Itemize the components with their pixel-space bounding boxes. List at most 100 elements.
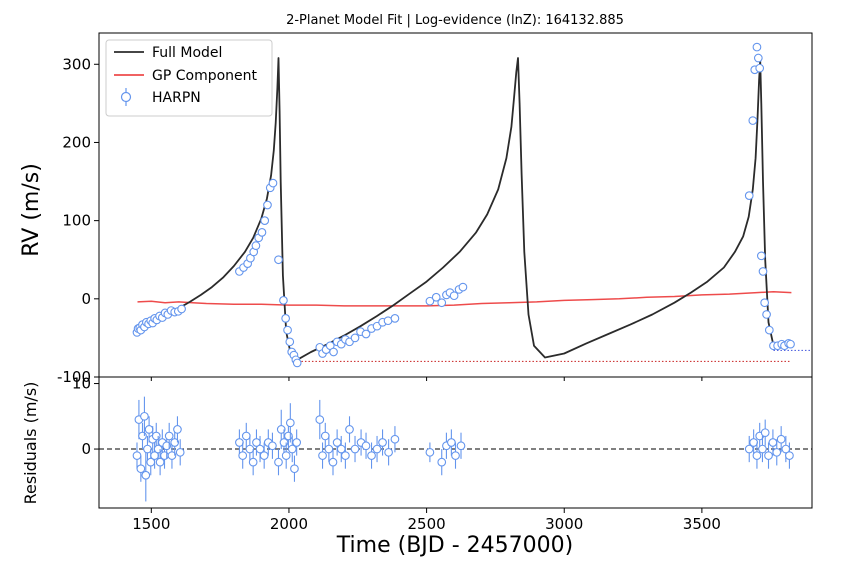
rv-y-tick-label: 200 — [62, 133, 91, 151]
residual-data-point — [372, 444, 382, 454]
residual-data-point — [241, 431, 251, 441]
residual-data-point — [350, 444, 360, 454]
x-tick-label: 3000 — [545, 515, 583, 533]
residual-data-point — [456, 441, 466, 451]
x-tick-label: 1500 — [132, 515, 170, 533]
harpn-data-point — [425, 296, 435, 306]
harpn-data-point — [449, 291, 459, 301]
residual-data-point — [318, 451, 327, 460]
harpn-data-point — [329, 347, 338, 357]
residual-data-point — [447, 438, 456, 447]
harpn-data-point — [458, 282, 468, 292]
residual-data-point — [136, 464, 146, 474]
residual-data-point — [744, 444, 754, 454]
x-tick-label: 3500 — [683, 515, 721, 533]
rv-y-axis-label: RV (m/s) — [19, 163, 44, 257]
harpn-data-point — [431, 292, 441, 302]
residuals-panel: 0 10 Residuals (m/s) — [21, 375, 813, 509]
rv-y-tick-label: 100 — [62, 212, 91, 230]
harpn-data-point — [756, 251, 766, 261]
residual-data-point — [341, 451, 350, 460]
residual-data-point — [758, 444, 767, 454]
harpn-data-point — [350, 333, 360, 343]
residual-data-point — [175, 447, 185, 457]
residual-data-point — [776, 434, 786, 444]
residual-data-point — [144, 425, 154, 434]
legend-full-model-label: Full Model — [152, 45, 222, 61]
legend-harpn-label: HARPN — [152, 90, 201, 106]
residuals-panel-frame — [98, 376, 813, 509]
harpn-data-point — [748, 116, 758, 125]
residual-data-point — [768, 438, 778, 447]
harpn-data-point — [752, 42, 762, 52]
residual-data-point — [328, 457, 338, 467]
harpn-data-point — [283, 325, 292, 335]
reference-lines — [294, 349, 812, 362]
x-axis-label: Time (BJD - 2457000) — [336, 533, 573, 558]
rv-y-tick-label: -100 — [57, 368, 91, 386]
residuals-y-tick-label: 10 — [72, 375, 91, 393]
residual-data-point — [170, 438, 180, 447]
residual-data-point — [248, 457, 258, 467]
harpn-data-point — [786, 339, 795, 349]
x-tick-label: 2500 — [408, 515, 446, 533]
legend-gp-label: GP Component — [152, 68, 258, 84]
rv-y-tick-label: 0 — [81, 290, 91, 308]
residual-data-point — [292, 438, 302, 447]
residual-data-point — [245, 444, 255, 454]
residual-data-point — [315, 415, 325, 424]
residual-data-point — [764, 451, 773, 460]
gp-component-line — [137, 291, 792, 307]
harpn-data-point — [177, 304, 186, 314]
residual-data-point — [752, 451, 762, 460]
legend: Full Model GP Component HARPN — [105, 39, 273, 117]
harpn-data-point — [251, 241, 261, 251]
rv-y-ticks: -100 0 100 200 300 — [57, 55, 99, 386]
harpn-data-point — [279, 296, 288, 305]
harpn-data-point — [285, 337, 295, 347]
harpn-data-point — [764, 325, 774, 335]
residual-data-point — [425, 447, 435, 457]
residual-data-point — [274, 457, 283, 467]
residual-data-point — [320, 431, 330, 441]
gp-component-series — [137, 291, 792, 307]
harpn-data-point — [755, 63, 765, 73]
rv-panel: -100 0 100 200 300 RV (m/s) — [19, 32, 813, 386]
harpn-data-point — [753, 53, 763, 63]
residual-data-point — [749, 438, 758, 447]
residual-data-point — [259, 451, 269, 460]
residual-data-point — [162, 441, 172, 451]
residual-data-point — [345, 425, 354, 434]
residual-data-point — [324, 444, 334, 454]
residual-data-point — [437, 457, 447, 467]
x-axis-ticks: 1500 2000 2500 3000 3500 — [132, 377, 721, 533]
residual-data-point — [378, 438, 387, 447]
residuals-y-axis-label: Residuals (m/s) — [21, 382, 40, 505]
residual-data-point — [151, 431, 161, 441]
legend-box — [105, 39, 273, 117]
residual-data-point — [287, 444, 297, 454]
harpn-data-point — [744, 191, 754, 200]
residual-data-point — [138, 431, 147, 441]
harpn-data-point — [260, 216, 270, 225]
residual-data-point — [268, 441, 277, 451]
residual-data-point — [143, 444, 152, 454]
legend-harpn-marker — [120, 91, 132, 103]
residual-data-point — [167, 451, 177, 460]
harpn-data-point — [281, 314, 290, 323]
residual-data-point — [281, 451, 291, 460]
chart-title: 2-Planet Model Fit | Log-evidence (lnZ):… — [286, 13, 624, 28]
harpn-data-point — [257, 228, 267, 237]
residual-data-point — [164, 431, 174, 441]
harpn-data-point — [762, 310, 771, 319]
harpn-data-point — [268, 178, 278, 188]
residuals-data-series — [132, 396, 794, 502]
harpn-data-point — [760, 298, 770, 308]
residual-data-point — [284, 431, 293, 441]
residual-data-point — [785, 451, 794, 460]
residual-data-point — [173, 425, 182, 434]
harpn-data-point — [758, 267, 768, 276]
residual-data-point — [132, 451, 142, 460]
residual-data-point — [772, 447, 782, 457]
